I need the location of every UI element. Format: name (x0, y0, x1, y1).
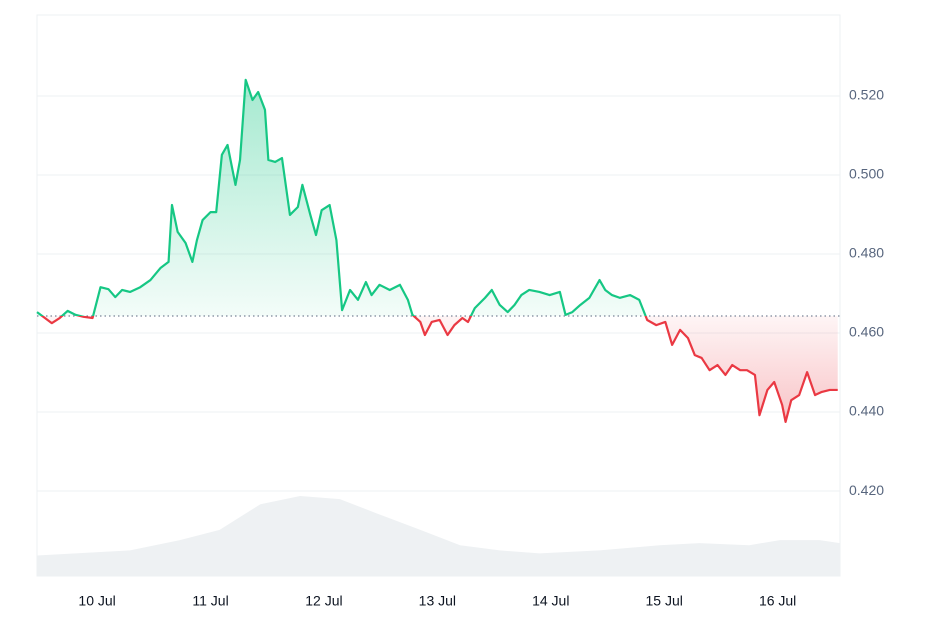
price-line (36, 78, 838, 424)
y-tick-label: 0.520 (849, 87, 884, 103)
x-tick-label: 13 Jul (419, 593, 456, 609)
y-tick-label: 0.460 (849, 324, 884, 340)
x-tick-label: 12 Jul (305, 593, 342, 609)
x-tick-label: 16 Jul (759, 593, 796, 609)
y-tick-label: 0.440 (849, 403, 884, 419)
x-tick-label: 14 Jul (532, 593, 569, 609)
y-tick-label: 0.480 (849, 245, 884, 261)
y-tick-label: 0.500 (849, 166, 884, 182)
price-area (37, 79, 838, 422)
x-tick-label: 15 Jul (646, 593, 683, 609)
volume-area (37, 496, 840, 576)
y-tick-label: 0.420 (849, 482, 884, 498)
x-tick-label: 11 Jul (192, 593, 228, 609)
x-tick-label: 10 Jul (78, 593, 115, 609)
